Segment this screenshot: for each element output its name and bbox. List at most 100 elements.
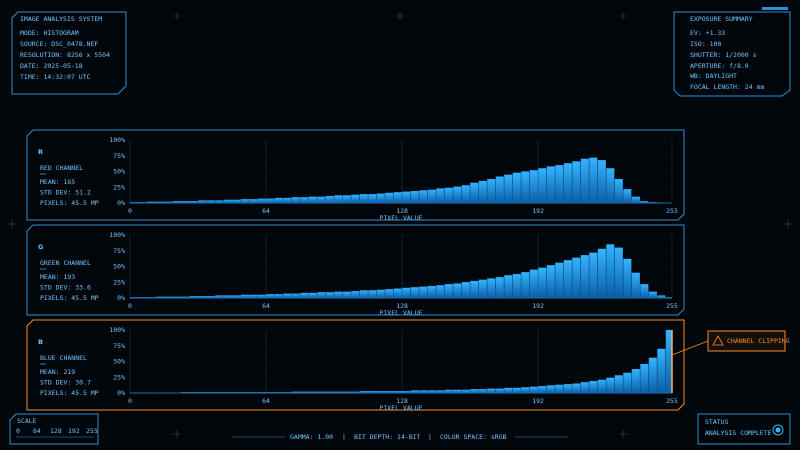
histogram-bar — [274, 294, 283, 299]
histogram-bar — [181, 392, 190, 394]
header-line: SOURCE: DSC_0478.NEF — [20, 40, 98, 48]
histogram-bar — [334, 291, 343, 299]
histogram-bar — [504, 275, 513, 299]
exposure-frame — [673, 11, 791, 97]
histogram-bar — [376, 289, 385, 299]
histogram-bar — [155, 296, 164, 299]
histogram-bar — [665, 297, 672, 299]
histogram-bar — [232, 199, 241, 204]
histogram-bar — [657, 348, 666, 394]
histogram-bar — [198, 392, 207, 394]
histogram-bar — [359, 391, 368, 394]
scale-label: 0 — [16, 427, 20, 435]
y-tick-label: 25% — [113, 278, 125, 286]
histogram-bar — [521, 272, 530, 299]
histogram-bar — [538, 168, 547, 204]
histogram-bar — [147, 297, 156, 299]
histogram-bar — [402, 391, 411, 394]
x-tick-label: 64 — [262, 397, 270, 405]
footer-item: GAMMA: 1.00 — [290, 433, 333, 441]
x-tick-label: 128 — [396, 302, 408, 310]
x-tick-label: 0 — [128, 397, 132, 405]
exposure-line: APERTURE: f/8.0 — [690, 62, 749, 70]
histogram-bar — [648, 357, 657, 394]
y-tick-label: 100% — [109, 326, 125, 334]
histogram-bar — [631, 196, 640, 204]
channel-stat: PIXELS: 45.5 MP — [40, 389, 99, 397]
annotation: CHANNEL CLIPPING — [727, 337, 790, 345]
y-tick-label: 25% — [113, 183, 125, 191]
histogram-bar — [487, 178, 496, 204]
histogram-bar — [453, 186, 462, 204]
y-tick-label: 50% — [113, 168, 125, 176]
histogram-bar — [427, 285, 436, 299]
annotation-frame — [707, 330, 786, 352]
histogram-bar — [402, 191, 411, 204]
histogram-bar — [189, 296, 198, 299]
histogram-bar — [334, 195, 343, 204]
histogram-bar — [215, 200, 224, 204]
footer-sep: | — [342, 433, 346, 441]
histogram-bar — [189, 201, 198, 204]
histogram-bar — [351, 290, 360, 299]
histogram-bar — [427, 390, 436, 394]
histogram-bar — [597, 379, 606, 394]
histogram-bar — [232, 295, 241, 299]
histogram-bar — [249, 199, 258, 204]
annotation-leader — [671, 340, 709, 356]
x-tick-label: 128 — [396, 207, 408, 215]
histogram-bar — [274, 392, 283, 394]
histogram-bar — [164, 201, 173, 204]
histogram-bar — [181, 296, 190, 299]
histogram-bar — [470, 280, 479, 299]
histogram-bar — [640, 284, 649, 299]
histogram-bar — [640, 201, 649, 204]
histogram-bar — [640, 363, 649, 394]
histogram-bar — [419, 190, 428, 204]
histogram-bar — [249, 392, 258, 394]
histogram-bar — [580, 255, 589, 299]
histogram-bar — [274, 197, 283, 204]
histogram-bar — [266, 392, 275, 394]
histogram-bar — [198, 200, 207, 204]
histogram-bar — [223, 199, 232, 204]
histogram-bar — [436, 285, 445, 299]
histogram-bar — [453, 389, 462, 394]
histogram-bar — [461, 185, 470, 204]
status-icon — [775, 427, 781, 433]
histogram-bar — [563, 163, 572, 204]
histogram-bar — [427, 189, 436, 204]
histogram-bar — [257, 392, 266, 394]
histogram-bar — [385, 192, 394, 204]
histogram-bar — [436, 188, 445, 204]
histogram-bar — [597, 160, 606, 204]
x-tick-label: 128 — [396, 397, 408, 405]
histogram-bar — [393, 192, 402, 204]
histogram-bar — [572, 383, 581, 394]
histogram-bar — [283, 392, 292, 394]
warning-icon — [712, 335, 724, 346]
histogram-bar — [368, 391, 377, 394]
histogram-bar — [385, 289, 394, 299]
scale-label: 64 — [33, 427, 41, 435]
exposure-title: EXPOSURE SUMMARY — [690, 15, 753, 23]
scale-label: 192 — [68, 427, 80, 435]
histogram-bar — [325, 391, 334, 394]
channel-name: RED CHANNEL — [40, 164, 83, 172]
histogram-bar — [266, 198, 275, 204]
y-tick-label: 0% — [117, 389, 125, 397]
histogram-bar — [623, 372, 632, 394]
histogram-bar — [283, 197, 292, 204]
channel-stat: STD DEV: 51.2 — [40, 189, 91, 197]
histogram-bar — [606, 244, 615, 299]
histogram-bar — [317, 196, 326, 204]
histogram-bar — [504, 174, 513, 204]
histogram-bar — [206, 296, 215, 299]
x-tick-label: 0 — [128, 302, 132, 310]
histogram-bar — [563, 384, 572, 394]
histogram-bar — [589, 157, 598, 204]
histogram-bar — [538, 385, 547, 394]
y-tick-label: 50% — [113, 358, 125, 366]
channel-name: GREEN CHANNEL — [40, 259, 91, 267]
